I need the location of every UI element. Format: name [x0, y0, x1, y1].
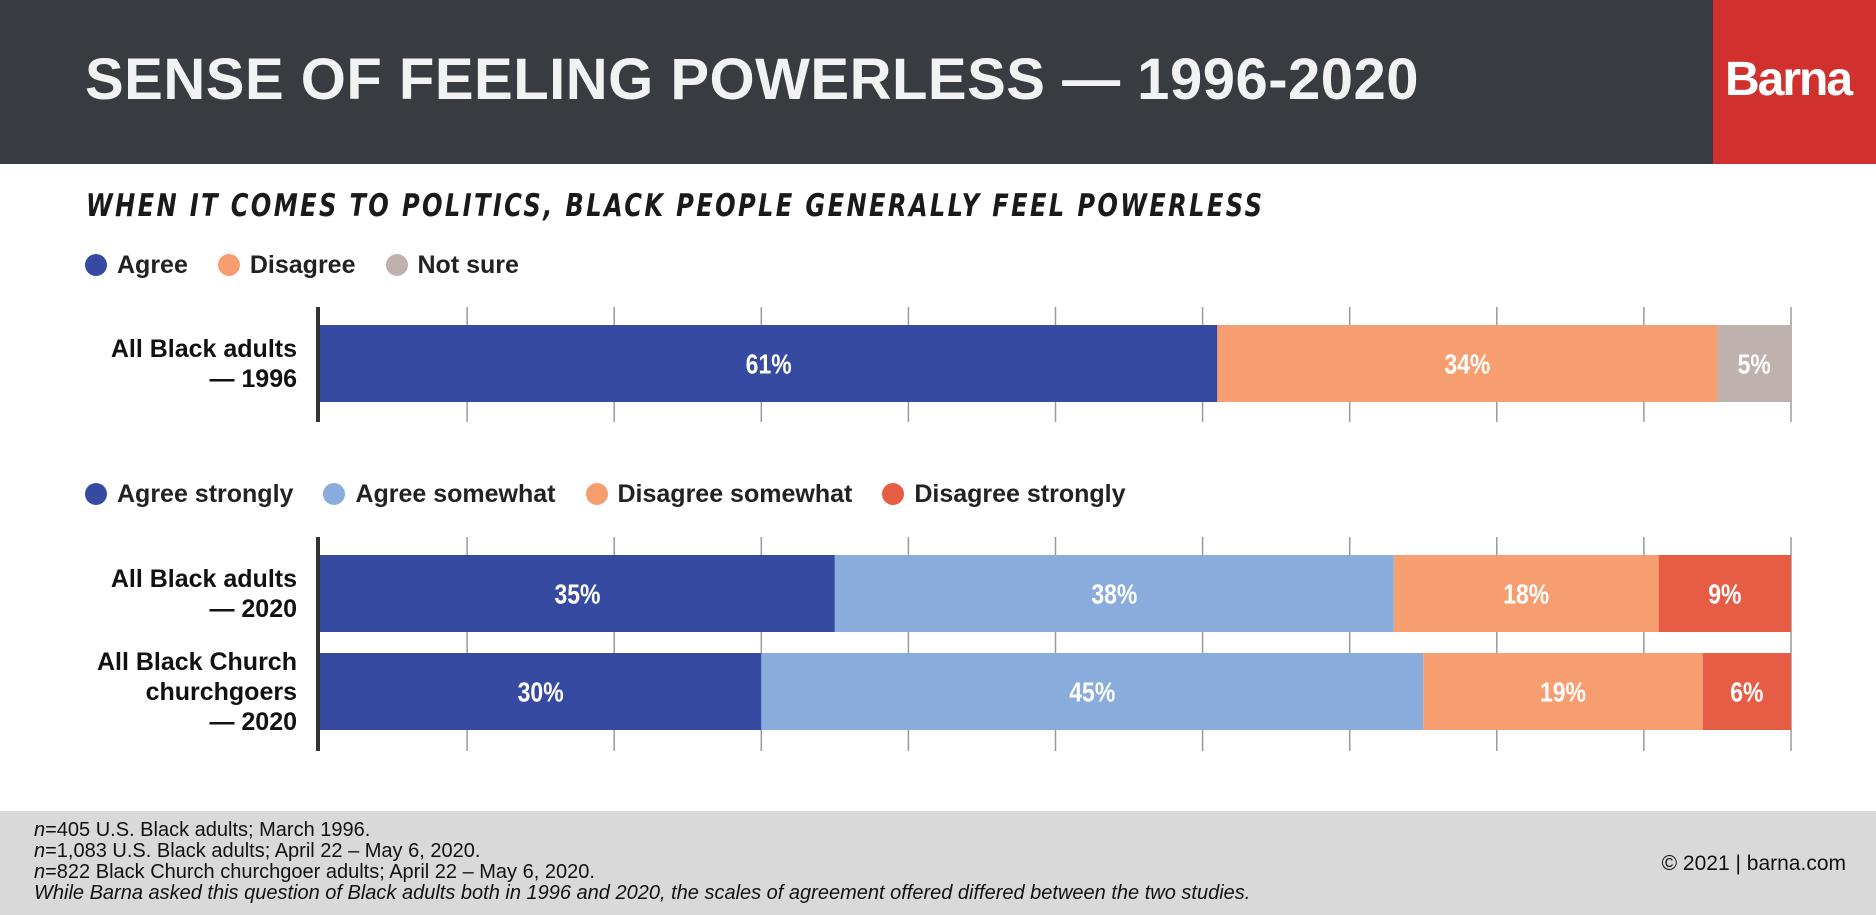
note-text: =1,083 U.S. Black adults; April 22 – May…	[45, 840, 481, 862]
header-banner: SENSE OF FEELING POWERLESS — 1996-2020 B…	[0, 0, 1876, 164]
data-label: 45%	[1069, 677, 1115, 708]
legend-label: Agree	[117, 250, 188, 279]
bar-agree-somewhat	[761, 653, 1424, 730]
row-label-line: All Black Church	[96, 647, 297, 676]
row-label-line: churchgoers	[145, 677, 297, 706]
legend-label: Not sure	[417, 250, 519, 279]
data-label: 35%	[554, 579, 600, 610]
bar-not-sure	[1717, 325, 1791, 402]
data-label: 61%	[746, 349, 792, 380]
chart-subtitle: WHEN IT COMES TO POLITICS, BLACK PEOPLE …	[86, 188, 1265, 224]
footer-note: While Barna asked this question of Black…	[34, 883, 1250, 904]
legend-label: Agree strongly	[117, 479, 294, 508]
legend-dot-icon	[85, 483, 107, 505]
logo-text: Barna	[1725, 53, 1853, 106]
legend-dot-icon	[85, 254, 107, 276]
data-label: 34%	[1444, 349, 1490, 380]
legend-dot-icon	[585, 483, 608, 505]
legend-2020: Agree strongly Agree somewhat Disagree som…	[85, 477, 1156, 511]
legend-item-disagree: Disagree	[217, 250, 356, 280]
row-label-line: — 1996	[209, 364, 297, 393]
data-label: 9%	[1708, 579, 1741, 610]
legend-item-agree-somewhat: Agree somewhat	[323, 479, 556, 509]
bar-agree-strongly	[320, 653, 762, 730]
legend-label: Agree somewhat	[355, 479, 556, 508]
legend-label: Disagree strongly	[914, 479, 1126, 508]
legend-dot-icon	[882, 483, 905, 505]
legend-label: Disagree	[249, 250, 356, 279]
note-text: =405 U.S. Black adults; March 1996.	[45, 819, 371, 841]
bar-agree-strongly	[320, 555, 835, 632]
sample-size-symbol: n	[34, 861, 46, 883]
legend-item-not-sure: Not sure	[385, 250, 519, 280]
data-label: 19%	[1540, 677, 1586, 708]
copyright: © 2021 | barna.com	[1661, 852, 1846, 875]
sample-size-symbol: n	[34, 819, 46, 841]
row-label-line: All Black adults	[110, 334, 297, 363]
bar-disagree-strongly	[1658, 555, 1791, 632]
legend-label: Disagree somewhat	[617, 479, 853, 508]
row-label-line: — 2020	[209, 707, 297, 736]
data-label: 30%	[518, 677, 564, 708]
footer-note: n=1,083 U.S. Black adults; April 22 – Ma…	[34, 841, 1250, 862]
legend-dot-icon	[323, 483, 346, 505]
legend-item-agree-strongly: Agree strongly	[85, 480, 293, 509]
row-label-line: All Black adults	[110, 564, 297, 593]
sample-size-symbol: n	[34, 840, 46, 862]
legend-item-disagree-strongly: Disagree strongly	[882, 479, 1126, 509]
data-label: 5%	[1738, 349, 1771, 380]
legend-dot-icon	[385, 254, 408, 276]
footer-notes: n=405 U.S. Black adults; March 1996. n=1,…	[34, 820, 1250, 904]
footer-note: n=405 U.S. Black adults; March 1996.	[34, 820, 1250, 841]
legend-1996: Agree Disagree Not sure	[85, 248, 549, 282]
row-label: All Black Church churchgoers — 2020	[97, 647, 297, 737]
row-label: All Black adults — 2020	[111, 564, 297, 624]
note-text: =822 Black Church churchgoer adults; Apr…	[45, 861, 595, 883]
stacked-bar-chart: 61% 34% 5% 35% 38% 18% 9% 30% 45% 19% 6%	[316, 307, 1792, 751]
legend-dot-icon	[217, 254, 240, 276]
legend-item-agree: Agree	[85, 251, 188, 280]
data-label: 38%	[1091, 579, 1137, 610]
bar-agree-somewhat	[834, 555, 1394, 632]
data-label: 6%	[1730, 677, 1763, 708]
bar-disagree-strongly	[1702, 653, 1791, 730]
row-label: All Black adults — 1996	[111, 334, 297, 394]
note-text: While Barna asked this question of Black…	[34, 882, 1251, 904]
row-label-line: — 2020	[209, 594, 297, 623]
footer-note: n=822 Black Church churchgoer adults; Ap…	[34, 862, 1250, 883]
bar-disagree	[1217, 325, 1718, 402]
page-title: SENSE OF FEELING POWERLESS — 1996-2020	[85, 47, 1420, 112]
data-label: 18%	[1503, 579, 1549, 610]
bar-disagree-somewhat	[1393, 555, 1659, 632]
barna-logo[interactable]: Barna	[1713, 0, 1876, 164]
legend-item-disagree-somewhat: Disagree somewhat	[585, 479, 853, 509]
bar-agree	[320, 325, 1218, 402]
footer: n=405 U.S. Black adults; March 1996. n=1,…	[0, 811, 1876, 915]
bar-disagree-somewhat	[1423, 653, 1703, 730]
